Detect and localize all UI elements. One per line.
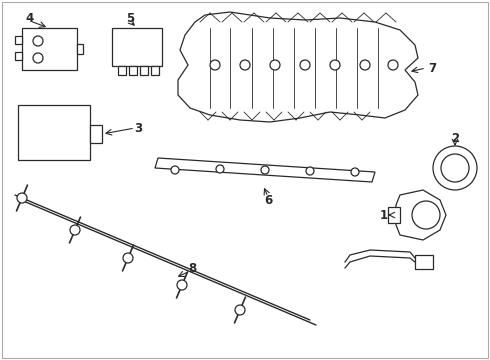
Circle shape xyxy=(17,193,27,203)
Polygon shape xyxy=(178,12,418,122)
Circle shape xyxy=(441,154,469,182)
Bar xyxy=(112,28,162,66)
Bar xyxy=(90,125,102,143)
Bar xyxy=(388,207,400,223)
Bar xyxy=(151,66,159,75)
Bar xyxy=(415,255,433,269)
Text: 8: 8 xyxy=(188,261,196,274)
Text: 2: 2 xyxy=(451,131,459,144)
Bar xyxy=(22,28,77,70)
Text: 5: 5 xyxy=(126,12,134,24)
Circle shape xyxy=(388,60,398,70)
Text: 1: 1 xyxy=(380,208,388,221)
Circle shape xyxy=(123,253,133,263)
Bar xyxy=(140,66,148,75)
Circle shape xyxy=(433,146,477,190)
Bar xyxy=(18,105,90,160)
Circle shape xyxy=(351,168,359,176)
Bar xyxy=(129,66,137,75)
Circle shape xyxy=(300,60,310,70)
Circle shape xyxy=(270,60,280,70)
Circle shape xyxy=(240,60,250,70)
Text: 3: 3 xyxy=(134,122,142,135)
Circle shape xyxy=(360,60,370,70)
Polygon shape xyxy=(155,158,375,182)
Circle shape xyxy=(261,166,269,174)
Bar xyxy=(118,66,126,75)
Text: 6: 6 xyxy=(264,194,272,207)
Circle shape xyxy=(235,305,245,315)
Circle shape xyxy=(70,225,80,235)
Bar xyxy=(77,44,83,54)
Text: 4: 4 xyxy=(26,12,34,24)
Circle shape xyxy=(216,165,224,173)
Circle shape xyxy=(210,60,220,70)
Circle shape xyxy=(171,166,179,174)
Bar xyxy=(15,36,22,44)
Circle shape xyxy=(33,36,43,46)
Circle shape xyxy=(33,53,43,63)
Text: 7: 7 xyxy=(428,62,436,75)
Circle shape xyxy=(177,280,187,290)
Circle shape xyxy=(330,60,340,70)
Circle shape xyxy=(306,167,314,175)
Bar xyxy=(15,52,22,60)
Circle shape xyxy=(412,201,440,229)
Polygon shape xyxy=(396,190,446,240)
